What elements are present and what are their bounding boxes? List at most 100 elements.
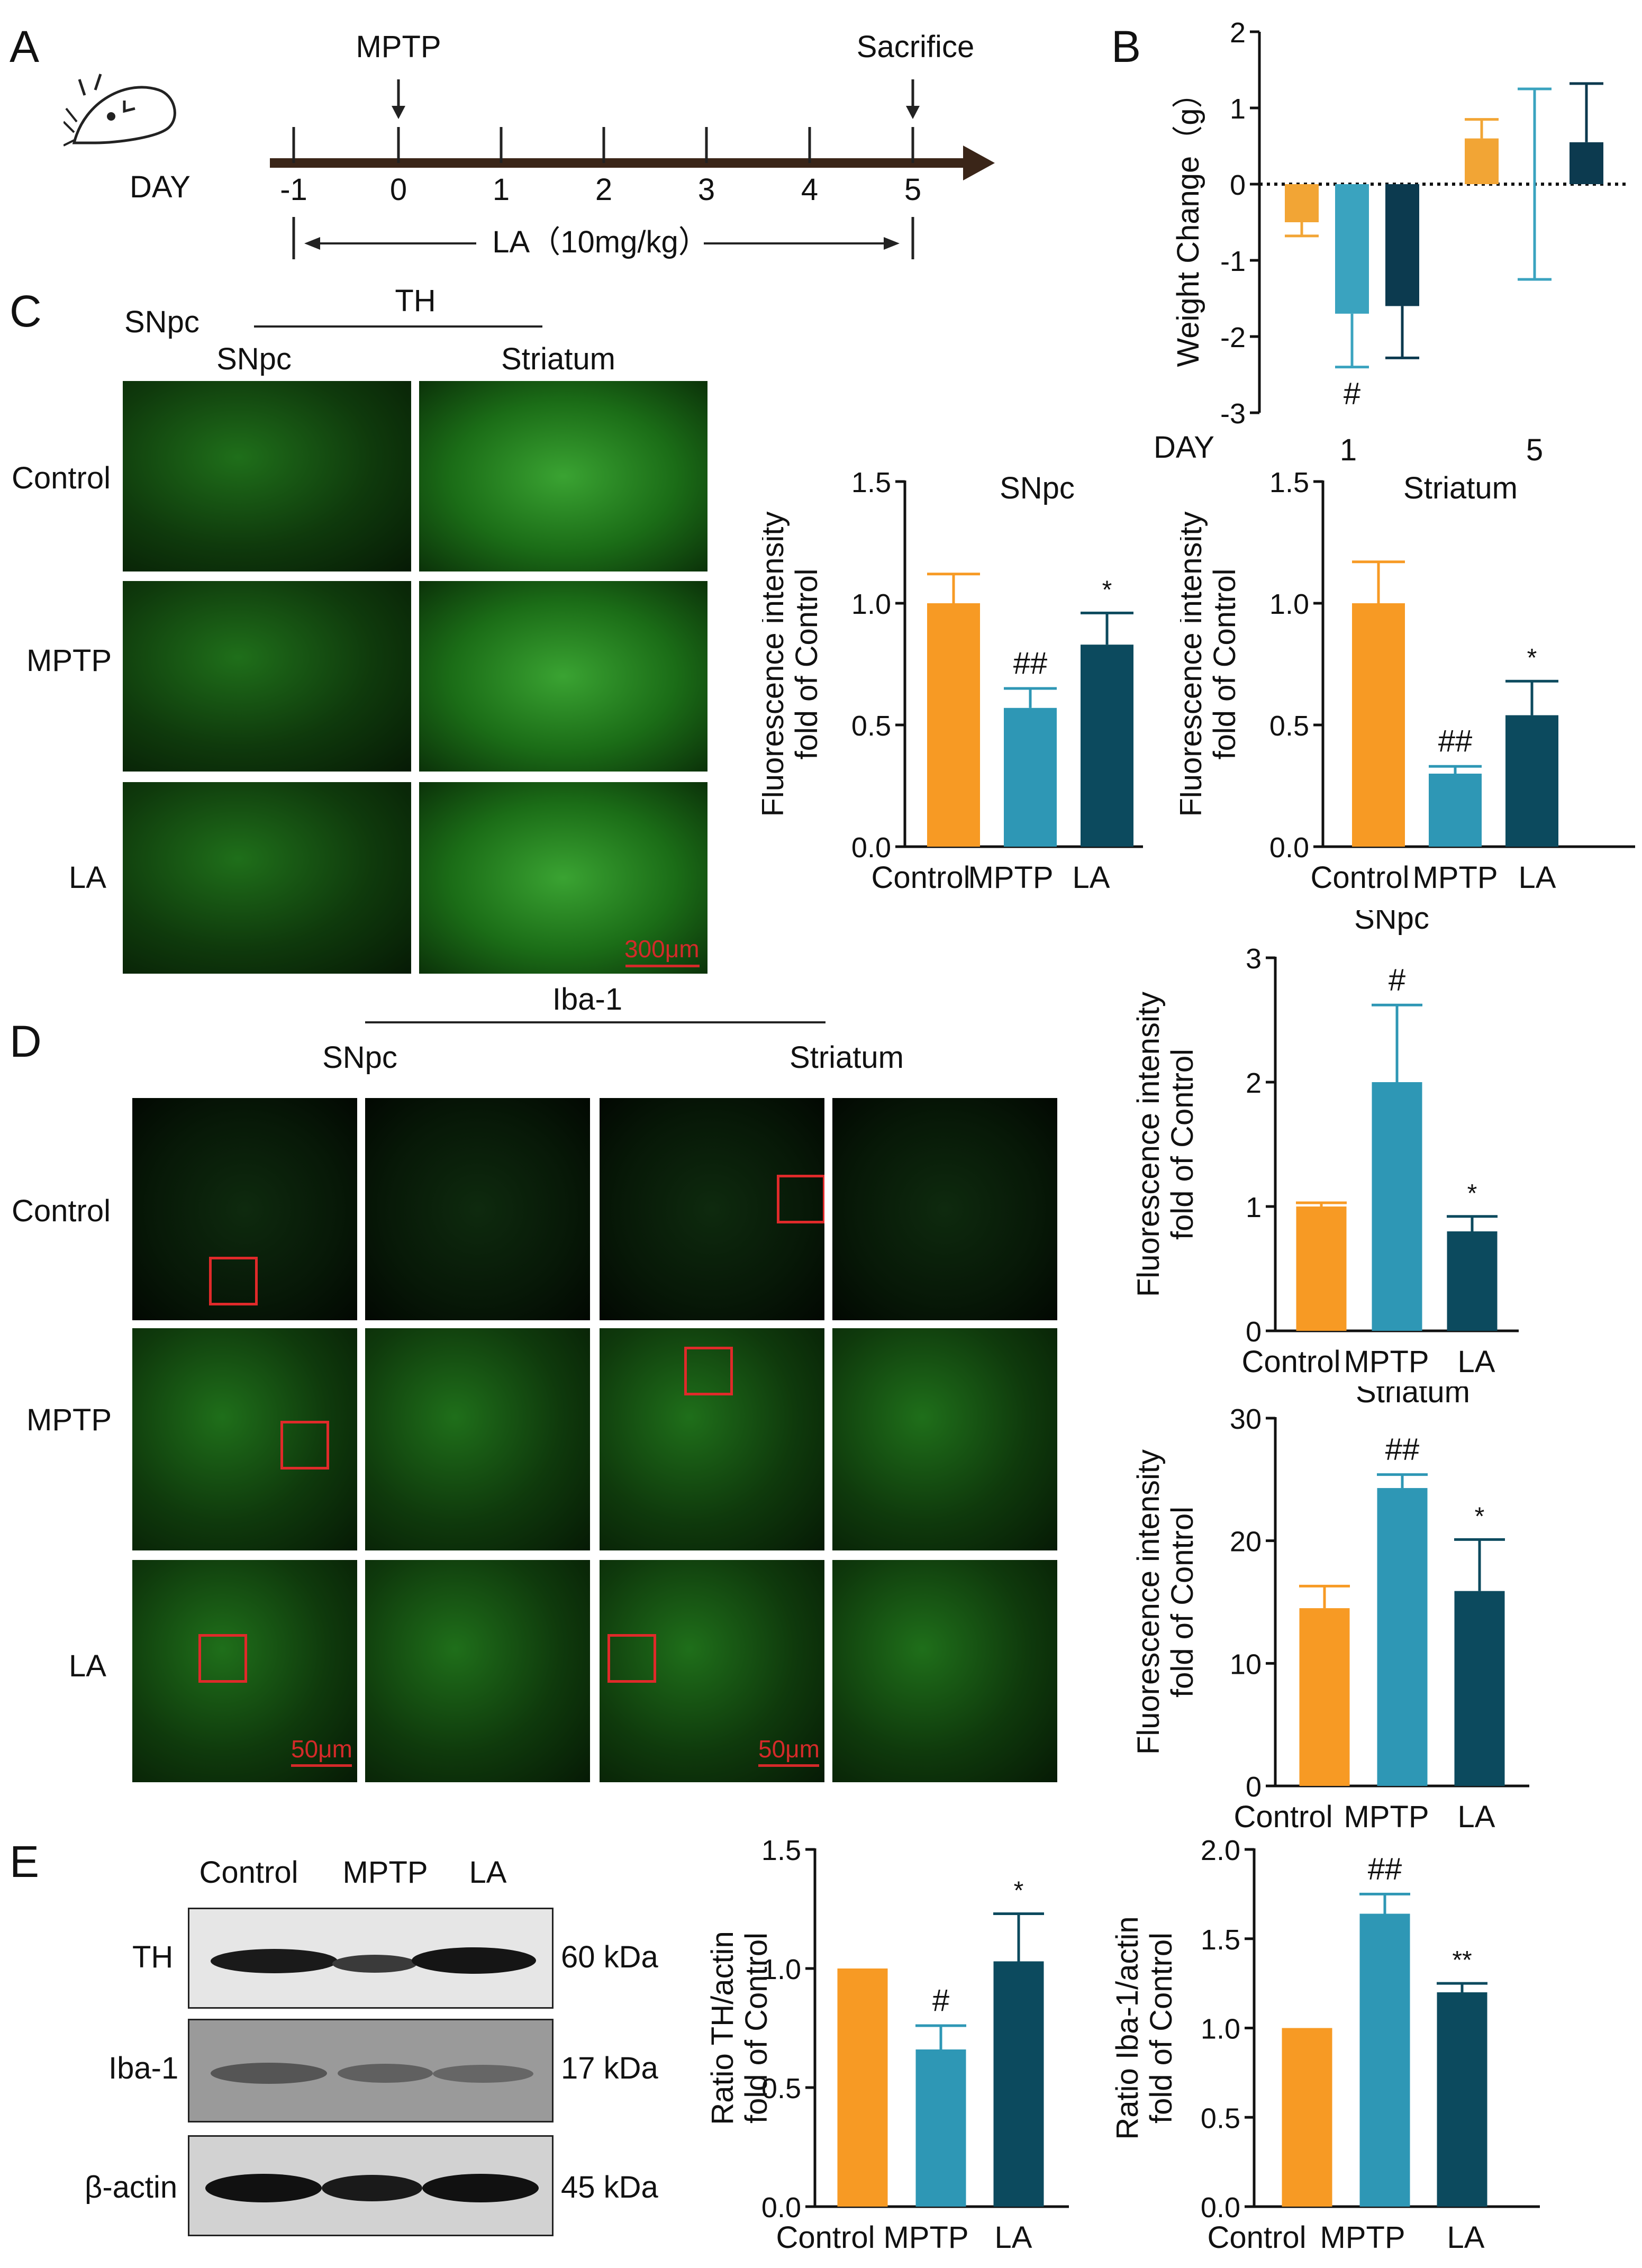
- y-tick-label: 0.5: [1201, 2102, 1240, 2134]
- timeline-tick-label: -1: [280, 173, 307, 207]
- chart-title: Striatum: [1356, 1386, 1470, 1409]
- d-col-striatum: Striatum: [790, 1040, 904, 1075]
- iba-striatum-zoom-la-image: [832, 1560, 1057, 1782]
- blot-actin-kda: 45 kDa: [561, 2170, 658, 2205]
- c-scale-bar-label: 300μm: [624, 935, 700, 963]
- c-scale-bar: [625, 965, 700, 967]
- blot-actin-image: [188, 2135, 554, 2236]
- timeline: -1 0 1 2 3 4 5: [270, 79, 995, 259]
- y-tick-label: 1.0: [761, 1954, 801, 1985]
- d-scale-bar-label: 50μm: [291, 1735, 352, 1763]
- weight-change-chart: -3 -2 -1 0 1 2 Weight Change（g） DAY 1 5 #: [1154, 17, 1630, 467]
- x-tick-label: LA: [1458, 1345, 1495, 1379]
- d-group-line: [365, 1021, 825, 1023]
- timeline-tick-label: 0: [390, 173, 407, 207]
- bar-control: [927, 603, 980, 847]
- bar-la: [1454, 1591, 1505, 1786]
- bar-la: [1437, 1992, 1487, 2207]
- x-tick-label: MPTP: [1344, 1800, 1429, 1834]
- e-lane-control: Control: [199, 1855, 298, 1890]
- significance-mark: ##: [1385, 1432, 1420, 1467]
- roi-box: [280, 1421, 329, 1469]
- y-axis-label: Fluorescence intensity: [762, 511, 790, 817]
- c-col-snpc: SNpc: [216, 342, 292, 376]
- th-striatum-mptp-image: [419, 581, 707, 772]
- significance-mark: #: [1344, 377, 1360, 411]
- x-tick-label: MPTP: [1412, 860, 1498, 895]
- y-tick-label: 0: [1246, 1316, 1262, 1348]
- bar: [1335, 184, 1369, 314]
- th-snpc-control-image: [123, 381, 411, 571]
- blot-actin-label: β-actin: [85, 2170, 178, 2205]
- y-tick-label: 3: [1246, 943, 1262, 975]
- d-group-header: Iba-1: [552, 982, 623, 1017]
- c-col-striatum: Striatum: [501, 342, 615, 376]
- significance-mark: *: [1102, 576, 1112, 604]
- bar-la: [1081, 645, 1133, 847]
- roi-box: [198, 1634, 247, 1683]
- x-tick-label: LA: [1458, 1800, 1495, 1834]
- sacrifice-label: Sacrifice: [856, 30, 975, 64]
- y-tick-label: 0.0: [1269, 832, 1309, 864]
- roi-box: [684, 1347, 733, 1395]
- d-scale-bar-label: 50μm: [758, 1735, 820, 1763]
- x-tick-label: LA: [1519, 860, 1556, 895]
- bar-control: [1296, 1206, 1347, 1331]
- bar-mptp: [1372, 1082, 1422, 1331]
- th-snpc-mptp-image: [123, 581, 411, 772]
- th-striatum-la-image: 300μm: [419, 782, 707, 974]
- y-axis-label: fold of Control: [1165, 1507, 1200, 1698]
- wb-th-ratio-chart: Ratio TH/actin fold of Control 0.0 0.5 1.0 1.…: [705, 1835, 1069, 2255]
- panel-label-b: B: [1111, 22, 1141, 71]
- y-tick-label: 10: [1230, 1648, 1262, 1680]
- timeline-tick-label: 1: [493, 173, 510, 207]
- panel-label-a: A: [10, 22, 40, 71]
- y-tick-label: 0.0: [1201, 2192, 1240, 2224]
- y-axis-label: fold of Control: [790, 568, 824, 759]
- th-snpc-la-image: [123, 782, 411, 974]
- y-tick-label: 0: [1230, 169, 1246, 201]
- iba-striatum-mptp-image: [600, 1328, 824, 1550]
- bar: [1570, 142, 1603, 184]
- iba-snpc-zoom-mptp-image: [365, 1328, 590, 1550]
- bar-control: [837, 1968, 888, 2207]
- x-axis-label: DAY: [1154, 430, 1214, 465]
- y-tick-label: 2: [1246, 1067, 1262, 1099]
- c-row-mptp: MPTP: [26, 643, 112, 678]
- significance-mark: ##: [1368, 1852, 1402, 1886]
- bar-mptp: [1429, 774, 1482, 847]
- iba-striatum-zoom-control-image: [832, 1098, 1057, 1320]
- bar-la: [1505, 715, 1558, 847]
- y-axis-label: Ratio Iba-1/actin: [1110, 1916, 1145, 2139]
- iba-snpc-control-image: [132, 1098, 357, 1320]
- y-tick-label: 1.0: [1269, 588, 1309, 620]
- blot-iba-image: [188, 2019, 554, 2122]
- bar-control: [1282, 2028, 1332, 2207]
- y-axis-label: Fluorescence intensity: [1180, 511, 1208, 817]
- x-tick-label: Control: [1234, 1800, 1333, 1834]
- y-tick-label: 1.5: [851, 467, 891, 498]
- e-lane-la: LA: [469, 1855, 507, 1890]
- blot-iba-label: Iba-1: [108, 2051, 179, 2085]
- x-tick-label: MPTP: [1344, 1345, 1429, 1379]
- e-lane-mptp: MPTP: [342, 1855, 428, 1890]
- y-axis-label: Fluorescence intensity: [1131, 1449, 1166, 1755]
- y-tick-label: 0.0: [851, 832, 891, 864]
- c-group-line: [254, 325, 542, 328]
- blot-th-image: [188, 1908, 554, 2009]
- significance-mark: *: [1475, 1502, 1485, 1530]
- panel-label-d: D: [10, 1017, 42, 1066]
- d-row-mptp: MPTP: [26, 1403, 112, 1437]
- y-tick-label: -3: [1220, 398, 1246, 430]
- iba-snpc-la-image: 50μm: [132, 1560, 357, 1782]
- bar: [1465, 138, 1499, 184]
- bar-la: [993, 1961, 1044, 2207]
- significance-mark: **: [1452, 1946, 1472, 1974]
- chart-title: Striatum: [1403, 471, 1518, 505]
- bar-mptp: [1377, 1488, 1428, 1786]
- x-tick-label: MPTP: [883, 2220, 968, 2255]
- y-axis-label: Weight Change（g）: [1171, 77, 1205, 367]
- iba-snpc-chart: SNpc Fluorescence intensity fold of Contro…: [1131, 910, 1519, 1379]
